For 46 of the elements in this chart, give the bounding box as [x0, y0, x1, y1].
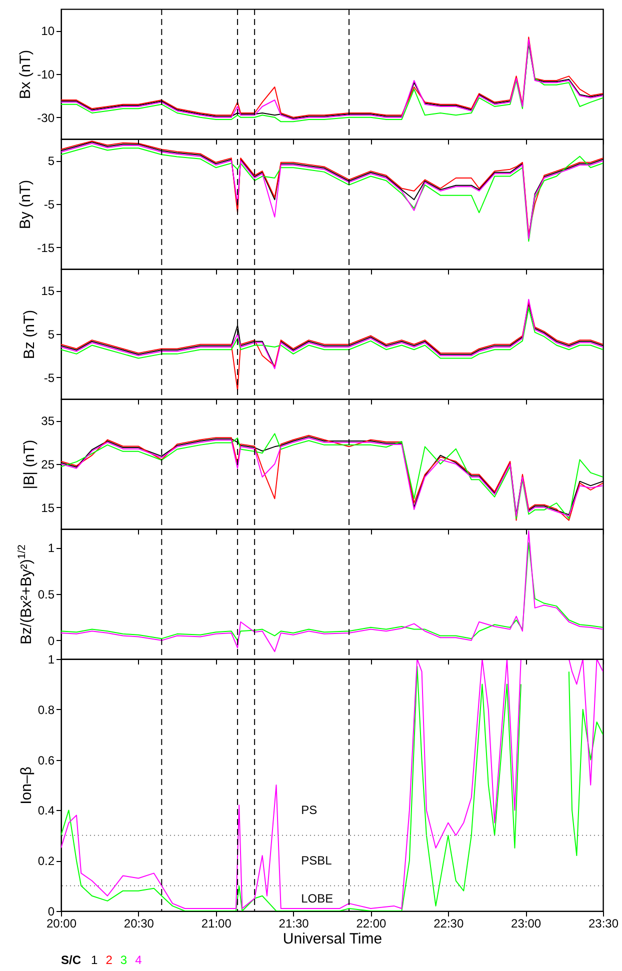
y-tick-label: -5 — [44, 198, 55, 212]
y-tick-label: 1 — [48, 652, 55, 666]
y-tick-label: 15 — [41, 284, 55, 298]
y-tick-label: -10 — [37, 68, 55, 82]
y-tick-label: 0.8 — [38, 702, 55, 717]
x-tick-label: 20:00 — [46, 916, 77, 930]
y-tick-label: 0.4 — [38, 804, 55, 818]
line-series — [61, 301, 603, 391]
y-tick-label: 5 — [48, 154, 55, 168]
line-series — [61, 308, 603, 359]
annotation: LOBE — [301, 891, 334, 906]
y-tick-label: -15 — [37, 240, 55, 255]
text: 3 — [120, 953, 128, 967]
y-tick-label: 1 — [48, 541, 55, 556]
y-axis-title: Bz (nT) — [21, 310, 38, 360]
y-tick-label: -30 — [37, 110, 55, 125]
y-tick-label: 0.6 — [38, 753, 55, 768]
y-tick-label: 0.2 — [38, 854, 55, 868]
annotation: PS — [301, 803, 318, 818]
x-tick-label: 21:00 — [201, 916, 232, 930]
y-tick-label: 25 — [41, 458, 55, 472]
y-axis-title: |B| (nT) — [21, 440, 38, 490]
annotation: PSBL — [301, 854, 332, 868]
y-tick-label: 35 — [41, 414, 55, 428]
x-tick-label: 22:00 — [356, 916, 387, 930]
y-tick-label: 0 — [48, 904, 55, 918]
y-tick-label: -5 — [44, 370, 55, 385]
x-tick-label: 21:30 — [278, 916, 310, 930]
x-tick-label: 23:30 — [588, 916, 619, 930]
x-axis-title: Universal Time — [282, 930, 382, 948]
x-tick-label: 22:30 — [434, 916, 464, 930]
y-tick-label: 10 — [41, 24, 55, 38]
y-tick-label: 0.5 — [38, 588, 55, 602]
text: 4 — [135, 953, 142, 967]
y-tick-label: 0 — [48, 634, 55, 648]
x-tick-label: 20:30 — [124, 916, 154, 930]
y-tick-label: 5 — [48, 328, 55, 342]
y-tick-label: 15 — [41, 500, 55, 515]
legend-title: S/C — [61, 953, 82, 967]
legend-label: 2 — [106, 953, 112, 967]
y-axis-title: By (nT) — [17, 180, 34, 230]
y-axis-title: Ion–β — [18, 766, 35, 804]
x-tick-label: 23:00 — [511, 916, 542, 930]
line-series — [61, 542, 603, 641]
y-axis-title: Bx (nT) — [17, 50, 34, 100]
legend-label: 1 — [91, 953, 98, 967]
